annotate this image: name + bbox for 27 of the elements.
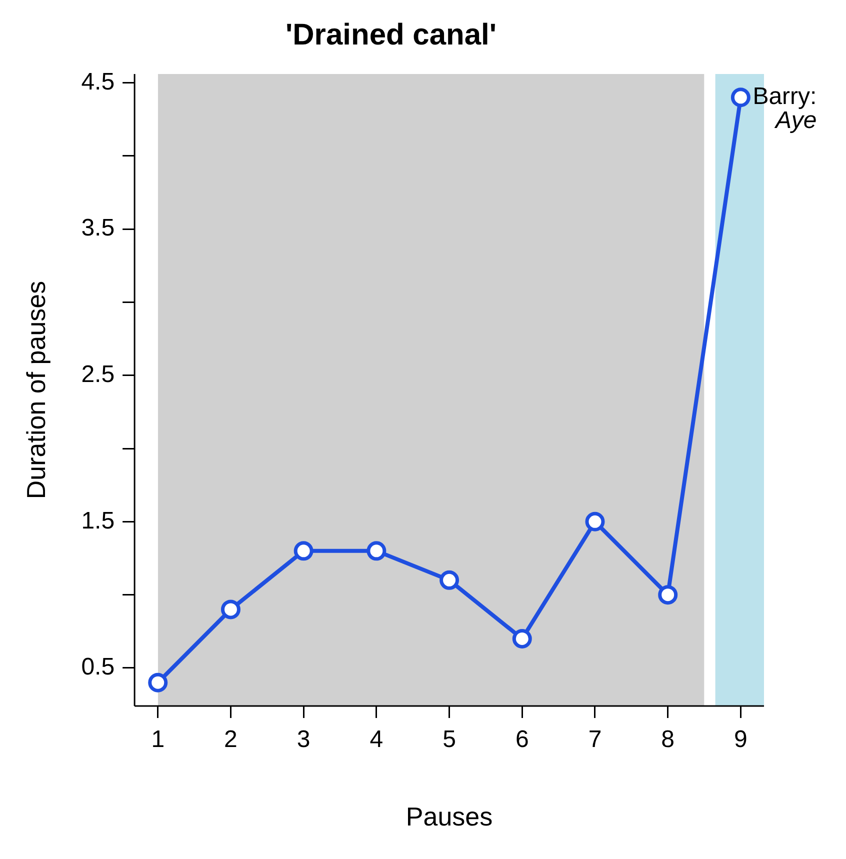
x-axis-title: Pauses	[406, 802, 493, 832]
x-tick-label: 2	[224, 726, 238, 754]
y-axis-title: Duration of pauses	[20, 280, 51, 500]
point	[440, 570, 460, 590]
point	[585, 512, 605, 532]
point	[294, 541, 314, 561]
x-tick-label: 4	[370, 726, 384, 754]
x-tick-label: 5	[442, 726, 456, 754]
x-tick-label: 7	[588, 726, 602, 754]
point	[148, 672, 168, 692]
y-tick-label: 3.5	[81, 214, 115, 242]
point	[730, 88, 750, 108]
x-tick-label: 8	[661, 726, 675, 754]
point	[220, 600, 240, 620]
x-tick-label: 6	[515, 726, 529, 754]
y-tick-label: 1.5	[81, 507, 115, 534]
point	[658, 585, 678, 605]
x-tick-label: 3	[296, 726, 310, 754]
x-tick-label: 9	[734, 726, 748, 754]
y-tick-label: 4.5	[81, 68, 115, 96]
y-tick-label: 2.5	[81, 360, 115, 388]
annotation: Barry: Aye	[752, 83, 817, 134]
x-tick-label: 1	[151, 726, 165, 754]
point	[512, 628, 532, 648]
chart-title: 'Drained canal'	[285, 18, 497, 52]
y-tick-label: 0.5	[81, 654, 115, 681]
point	[366, 541, 386, 561]
